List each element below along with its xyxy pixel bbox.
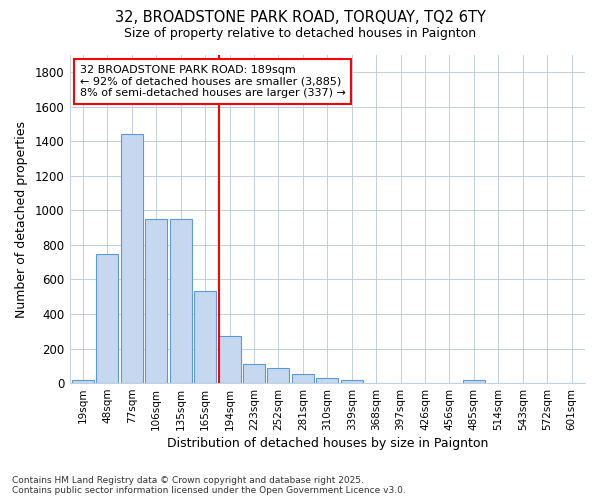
Bar <box>170 219 191 383</box>
Text: 32, BROADSTONE PARK ROAD, TORQUAY, TQ2 6TY: 32, BROADSTONE PARK ROAD, TORQUAY, TQ2 6… <box>115 10 485 25</box>
Bar <box>243 364 265 383</box>
Bar <box>341 380 362 383</box>
X-axis label: Distribution of detached houses by size in Paignton: Distribution of detached houses by size … <box>167 437 488 450</box>
Bar <box>218 336 241 383</box>
Text: Size of property relative to detached houses in Paignton: Size of property relative to detached ho… <box>124 28 476 40</box>
Y-axis label: Number of detached properties: Number of detached properties <box>15 120 28 318</box>
Bar <box>97 254 118 383</box>
Bar <box>463 380 485 383</box>
Bar <box>268 368 289 383</box>
Text: 32 BROADSTONE PARK ROAD: 189sqm
← 92% of detached houses are smaller (3,885)
8% : 32 BROADSTONE PARK ROAD: 189sqm ← 92% of… <box>80 65 346 98</box>
Bar <box>194 290 216 383</box>
Bar <box>121 134 143 383</box>
Bar <box>292 374 314 383</box>
Text: Contains HM Land Registry data © Crown copyright and database right 2025.
Contai: Contains HM Land Registry data © Crown c… <box>12 476 406 495</box>
Bar <box>145 219 167 383</box>
Bar <box>72 380 94 383</box>
Bar <box>316 378 338 383</box>
